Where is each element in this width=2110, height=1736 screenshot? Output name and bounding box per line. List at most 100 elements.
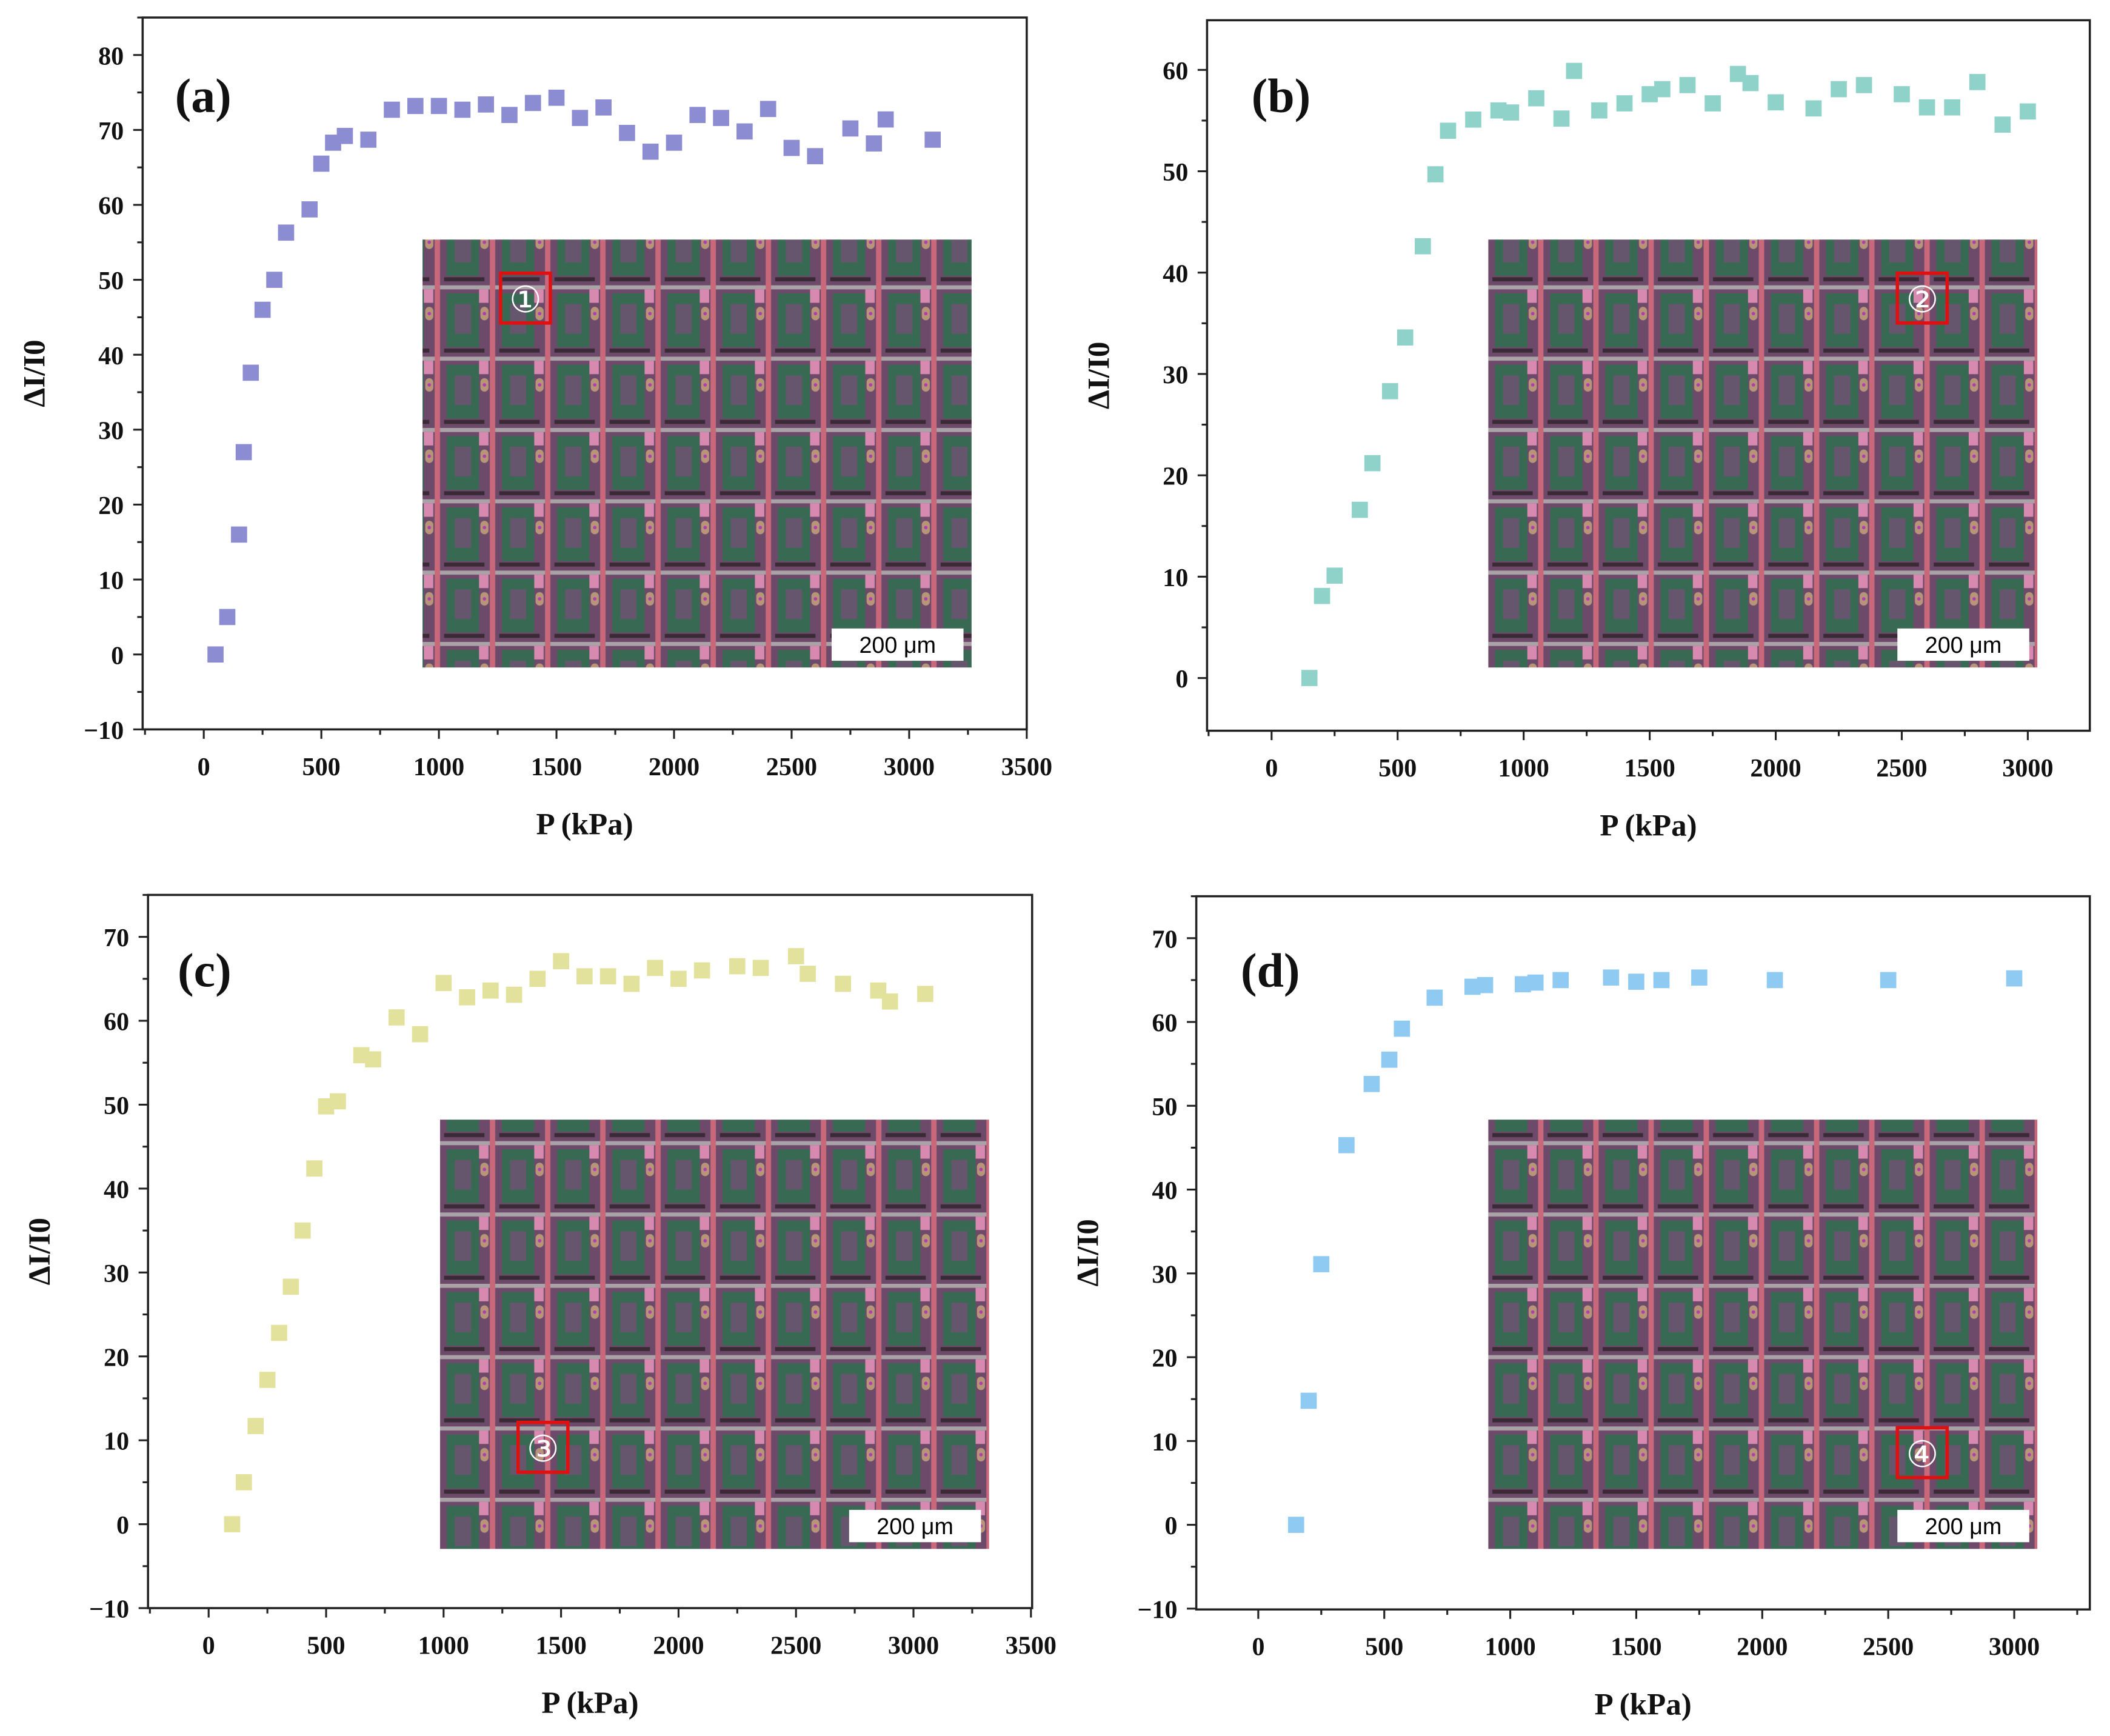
data-point: [271, 1324, 287, 1341]
scale-bar-label: 200 μm: [859, 632, 936, 658]
data-point: [1314, 587, 1330, 604]
data-point: [842, 120, 859, 137]
data-point: [1440, 122, 1457, 139]
data-point: [219, 609, 236, 626]
y-tick-label: 80: [98, 42, 124, 70]
x-axis-title: P (kPa): [541, 1686, 638, 1720]
data-point: [478, 96, 494, 113]
chart-panel-d: 0 500 1000 1500 2000 2500 3000 −10 0 10 20 30 40 50 60…: [1071, 895, 2091, 1721]
data-point: [501, 107, 518, 123]
data-point: [506, 986, 522, 1003]
x-tick-label: 3000: [888, 1631, 939, 1660]
data-point: [407, 98, 424, 115]
x-tick-label: 1000: [1484, 1633, 1535, 1661]
pixel-marker-label: ③: [527, 1428, 559, 1471]
data-point: [524, 95, 541, 112]
x-tick-label: 0: [198, 753, 210, 781]
data-point: [1831, 81, 1847, 98]
data-point: [1338, 1137, 1355, 1153]
panel-label: (a): [175, 69, 232, 122]
data-point: [729, 958, 746, 975]
data-point: [1880, 972, 1897, 989]
x-tick-label: 500: [1365, 1633, 1403, 1661]
y-tick-label: 20: [1163, 462, 1188, 491]
data-point: [435, 975, 452, 992]
data-point: [1654, 81, 1671, 98]
data-point: [693, 962, 710, 979]
y-tick-label: 10: [1163, 564, 1188, 592]
scale-bar-label: 200 μm: [1925, 1514, 2002, 1539]
data-point: [1287, 1517, 1304, 1533]
data-point: [306, 1160, 322, 1177]
highlight-box: [1895, 271, 1949, 325]
x-tick-label: 2500: [1863, 1633, 1914, 1661]
data-point: [1300, 1392, 1317, 1409]
data-point: [384, 101, 400, 118]
data-point: [1805, 100, 1822, 117]
data-point: [388, 1009, 405, 1026]
data-point: [254, 301, 271, 318]
plot-frame: [1206, 19, 2091, 732]
panel-label: (d): [1241, 944, 1300, 997]
x-axis-title: P (kPa): [1600, 809, 1697, 843]
data-point: [224, 1516, 241, 1532]
data-point: [666, 135, 683, 151]
data-point: [800, 966, 816, 982]
data-point: [647, 960, 663, 977]
x-tick-label: 0: [202, 1631, 215, 1660]
scale-bar-box: [1897, 628, 2029, 661]
y-tick-label: 60: [98, 192, 124, 221]
x-tick-label: 500: [307, 1631, 345, 1660]
data-point: [881, 993, 898, 1010]
data-point: [642, 143, 659, 160]
data-point: [1313, 1256, 1330, 1272]
data-point: [1427, 166, 1444, 182]
data-point: [1415, 238, 1431, 255]
x-tick-label: 0: [1265, 754, 1278, 783]
pixel-marker-label: ④: [1906, 1434, 1938, 1476]
pixel-marker-label: ②: [1906, 279, 1938, 321]
scale-bar-label: 200 μm: [1925, 632, 2002, 658]
data-point: [454, 101, 471, 118]
data-point: [294, 1222, 311, 1239]
data-point: [619, 124, 635, 141]
data-point: [1465, 111, 1481, 128]
panel-label: (b): [1252, 69, 1311, 122]
x-tick-label: 2500: [1876, 754, 1927, 783]
data-point: [430, 98, 447, 115]
y-tick-label: 0: [1164, 1512, 1177, 1540]
inset-micrograph: ① 200 μm: [422, 239, 972, 668]
data-point: [1616, 95, 1633, 112]
micrograph-image: [439, 1120, 989, 1549]
plot-frame: [141, 16, 1028, 731]
data-point: [1691, 969, 1708, 986]
data-point: [689, 107, 706, 123]
data-point: [1944, 99, 1960, 116]
data-point: [1364, 455, 1381, 472]
y-tick-label: 30: [1163, 361, 1188, 390]
data-point: [595, 99, 612, 116]
panel-label: (c): [178, 944, 232, 997]
data-point: [1527, 974, 1544, 991]
x-axis-title: P (kPa): [536, 807, 633, 841]
data-point: [365, 1051, 381, 1068]
y-tick-label: 0: [116, 1511, 129, 1540]
data-point: [236, 1474, 252, 1491]
data-point: [736, 123, 753, 140]
y-tick-label: 50: [1152, 1093, 1177, 1121]
data-point: [282, 1278, 299, 1295]
chart-panel-a: 0 500 1000 1500 2000 2500 3000 3500 −10 0 10 20 30 40…: [17, 16, 1052, 841]
data-point: [1363, 1076, 1380, 1092]
x-tick-label: 1500: [1624, 754, 1675, 783]
y-tick-label: 20: [98, 492, 124, 520]
data-point: [866, 135, 883, 152]
y-tick-label: 20: [1152, 1344, 1177, 1373]
data-point: [752, 960, 769, 977]
data-point: [330, 1093, 346, 1110]
data-point: [1301, 670, 1318, 686]
data-point: [760, 101, 776, 118]
x-tick-label: 2000: [653, 1631, 704, 1660]
data-point: [1381, 383, 1398, 399]
data-point: [548, 89, 565, 106]
inset-micrograph: ④ 200 μm: [1488, 1120, 2038, 1549]
